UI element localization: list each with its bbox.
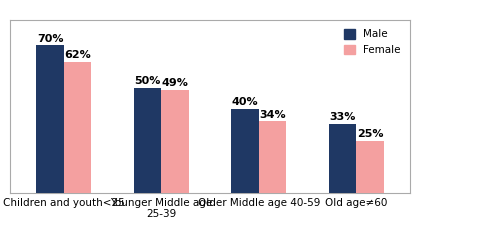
Bar xyxy=(232,109,259,193)
Text: 40%: 40% xyxy=(232,97,258,107)
Bar xyxy=(134,88,161,193)
Text: 70%: 70% xyxy=(37,33,64,44)
Text: 33%: 33% xyxy=(330,112,356,122)
Bar xyxy=(329,124,356,193)
Bar xyxy=(356,141,384,193)
Bar xyxy=(259,122,286,193)
Text: 34%: 34% xyxy=(259,110,286,120)
Legend: Male, Female: Male, Female xyxy=(340,25,405,59)
Text: 25%: 25% xyxy=(357,129,384,139)
Text: 49%: 49% xyxy=(162,78,188,88)
Bar xyxy=(64,62,91,193)
Bar xyxy=(36,45,64,193)
Bar xyxy=(161,90,188,193)
Text: 62%: 62% xyxy=(64,51,90,61)
Text: 50%: 50% xyxy=(134,76,160,86)
